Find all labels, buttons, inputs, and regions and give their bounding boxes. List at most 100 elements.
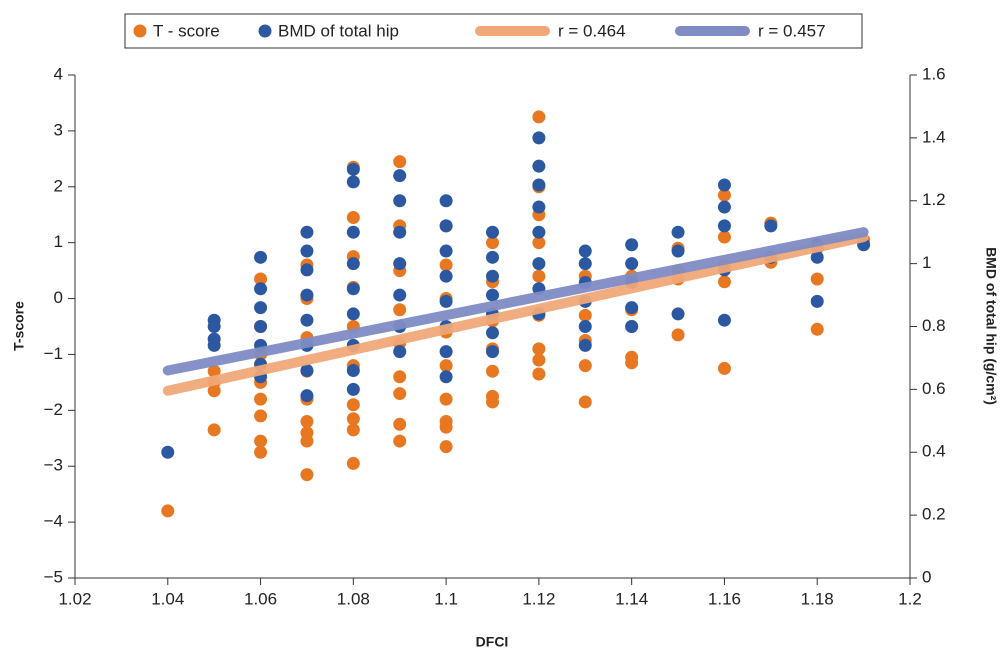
point (346, 382, 360, 396)
y2-tick-label: 0.8 (922, 316, 946, 335)
point (346, 282, 360, 296)
point (300, 364, 314, 378)
point (717, 178, 731, 192)
point (717, 275, 731, 289)
point (810, 250, 824, 264)
point (300, 389, 314, 403)
point (578, 359, 592, 373)
point (439, 392, 453, 406)
y-tick-label: 0 (54, 288, 63, 307)
legend-label: BMD of total hip (278, 21, 399, 40)
point (578, 244, 592, 258)
point (532, 159, 546, 173)
point (439, 219, 453, 233)
point (346, 398, 360, 412)
legend-swatch (258, 24, 272, 38)
point (578, 320, 592, 333)
point (439, 194, 453, 208)
x-tick-label: 1.18 (801, 589, 834, 608)
point (532, 131, 546, 145)
x-tick-label: 1.02 (58, 589, 91, 608)
point (393, 194, 407, 208)
x-tick-label: 1.16 (708, 589, 741, 608)
y-axis-label: T-score (11, 301, 27, 351)
y-tick-label: 1 (54, 232, 63, 251)
point (254, 250, 268, 264)
point (486, 395, 499, 409)
point (532, 200, 546, 214)
x-tick-label: 1.06 (244, 589, 277, 608)
legend-label: r = 0.464 (558, 21, 626, 40)
point (254, 320, 268, 333)
y2-tick-label: 0 (922, 567, 931, 586)
point (439, 258, 453, 272)
y-tick-label: 3 (54, 120, 63, 139)
point (486, 250, 499, 264)
point (764, 219, 778, 233)
point (393, 303, 407, 317)
x-tick-label: 1.04 (151, 589, 184, 608)
point (717, 361, 731, 375)
point (346, 225, 360, 239)
trend-line (162, 232, 869, 396)
point (393, 387, 407, 401)
x-tick-label: 1.2 (898, 589, 922, 608)
point (625, 320, 639, 333)
point (207, 320, 221, 333)
y2-tick-label: 0.6 (922, 379, 946, 398)
point (532, 236, 546, 250)
point (578, 257, 592, 271)
point (717, 313, 731, 327)
trend-line (162, 227, 869, 376)
point (532, 225, 546, 239)
y-tick-label: −3 (44, 456, 63, 475)
point (532, 257, 546, 271)
point (439, 269, 453, 283)
y2-axis-label: BMD of total hip (g/cm²) (983, 247, 999, 405)
y-tick-label: 2 (54, 176, 63, 195)
point (671, 307, 685, 321)
x-tick-label: 1.08 (337, 589, 370, 608)
point (486, 326, 499, 340)
point (810, 272, 824, 286)
point (532, 367, 546, 381)
point (346, 412, 360, 426)
point (810, 322, 824, 336)
point (346, 364, 360, 378)
point (207, 338, 221, 352)
point (393, 169, 407, 183)
point (346, 456, 360, 470)
legend-box (124, 13, 863, 49)
point (346, 211, 360, 225)
point (671, 328, 685, 342)
point (393, 155, 407, 169)
legend-swatch (133, 24, 147, 38)
point (161, 445, 175, 459)
point (254, 282, 268, 296)
y2-tick-label: 1 (922, 253, 931, 272)
legend-label: T - score (153, 21, 220, 40)
point (439, 345, 453, 359)
x-axis-label: DFCI (476, 634, 509, 650)
point (346, 257, 360, 271)
point (671, 225, 685, 239)
point (532, 269, 546, 283)
point (486, 288, 499, 302)
point (346, 307, 360, 321)
point (532, 353, 546, 367)
point (717, 230, 731, 244)
point (300, 434, 314, 448)
y2-tick-label: 1.2 (922, 190, 946, 209)
x-tick-label: 1.12 (522, 589, 555, 608)
point (486, 225, 499, 239)
point (532, 342, 546, 356)
point (578, 395, 592, 409)
point (207, 364, 221, 378)
point (393, 288, 407, 302)
point (439, 359, 453, 373)
point (439, 294, 453, 308)
point (810, 294, 824, 308)
point (300, 468, 314, 482)
legend-label: r = 0.457 (758, 21, 826, 40)
